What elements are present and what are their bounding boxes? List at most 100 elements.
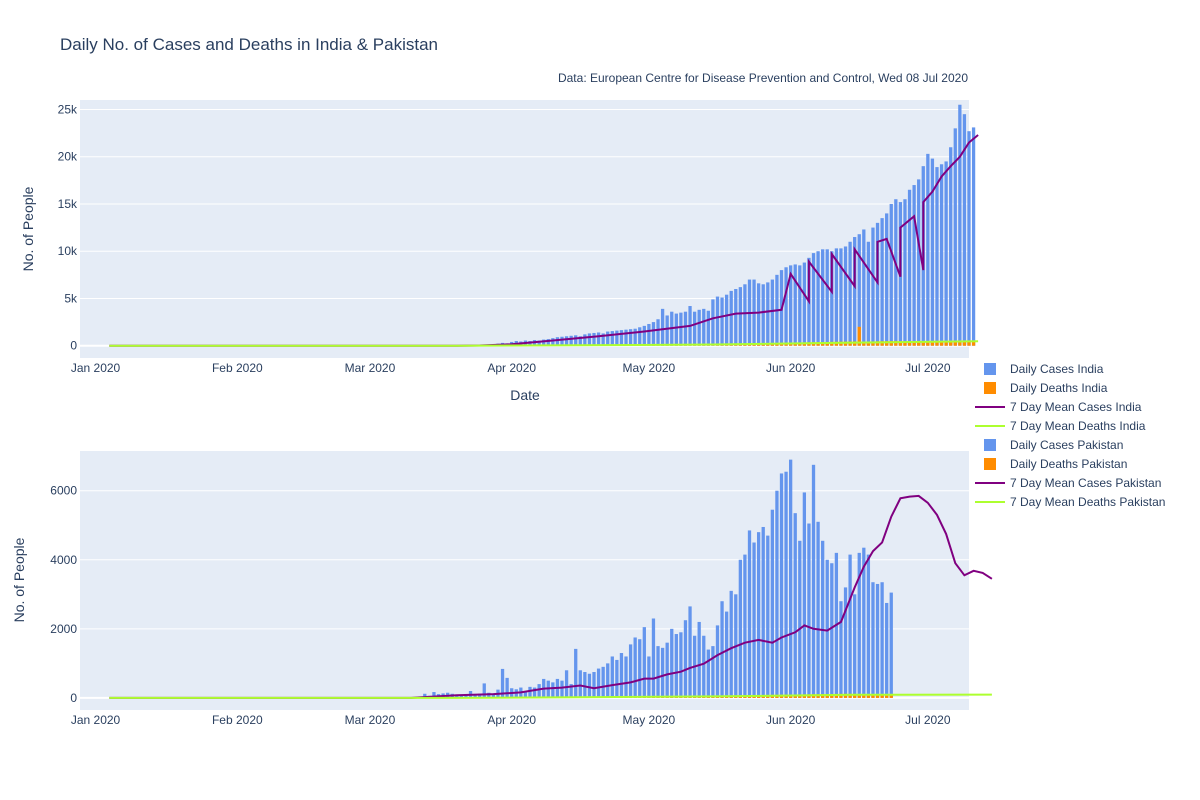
- bar: [578, 336, 582, 346]
- y-tick-label: 2000: [50, 622, 77, 636]
- x-tick-label: Jan 2020: [71, 361, 121, 375]
- bar: [537, 684, 541, 698]
- bar: [473, 694, 477, 698]
- bar: [834, 248, 839, 346]
- bar: [583, 334, 587, 346]
- chart-title: Daily No. of Cases and Deaths in India &…: [60, 35, 438, 54]
- bar: [656, 319, 660, 346]
- bar: [761, 526, 765, 698]
- bar: [770, 279, 774, 346]
- series-line: [109, 494, 993, 699]
- bar: [583, 672, 587, 698]
- lines-pakistan: [109, 494, 993, 699]
- bar: [843, 587, 848, 698]
- legend-item[interactable]: 7 Day Mean Cases India: [975, 400, 1142, 414]
- legend-item[interactable]: Daily Deaths India: [984, 381, 1108, 395]
- bar: [587, 333, 592, 346]
- lines-india: [109, 134, 979, 347]
- chart-subtitle: Data: European Centre for Disease Preven…: [558, 71, 968, 85]
- legend-label: 7 Day Mean Deaths India: [1010, 419, 1146, 433]
- bar: [912, 185, 916, 346]
- bar: [610, 331, 614, 346]
- x-tick-label: Mar 2020: [345, 361, 396, 375]
- bar: [839, 248, 843, 346]
- bar: [505, 677, 509, 698]
- legend-item[interactable]: Daily Cases India: [984, 362, 1104, 376]
- bar: [926, 153, 930, 346]
- bar: [537, 340, 541, 346]
- bar: [802, 262, 807, 346]
- bar: [633, 637, 637, 698]
- bar: [967, 340, 971, 346]
- bar: [546, 339, 550, 346]
- bar: [784, 267, 788, 346]
- bar: [971, 340, 976, 346]
- series-line: [109, 134, 979, 347]
- bar: [423, 693, 427, 698]
- legend-item[interactable]: 7 Day Mean Cases Pakistan: [975, 476, 1161, 490]
- bar: [569, 684, 573, 698]
- bar: [711, 646, 715, 698]
- bar: [560, 680, 564, 698]
- bar: [624, 329, 628, 346]
- bar: [702, 308, 706, 346]
- bar: [724, 611, 729, 698]
- bar: [528, 686, 532, 698]
- bar: [770, 509, 774, 698]
- legend-swatch: [984, 382, 996, 394]
- bar: [953, 128, 957, 346]
- bar: [683, 311, 688, 346]
- bar: [903, 341, 907, 346]
- bar: [724, 294, 729, 346]
- bar: [766, 282, 770, 346]
- legend-item[interactable]: Daily Cases Pakistan: [984, 438, 1123, 452]
- x-axis-label-india: Date: [510, 387, 540, 403]
- bar: [606, 663, 610, 698]
- bar: [551, 338, 555, 346]
- bar: [459, 694, 464, 698]
- bar: [871, 582, 875, 698]
- x-tick-label: May 2020: [623, 713, 676, 727]
- bar: [523, 691, 528, 698]
- bar: [638, 639, 642, 698]
- bar: [761, 284, 765, 346]
- bar: [756, 283, 761, 346]
- x-tick-label: Jul 2020: [905, 361, 951, 375]
- bar: [715, 625, 720, 698]
- bar: [738, 559, 742, 698]
- legend-item[interactable]: 7 Day Mean Deaths India: [975, 419, 1146, 433]
- bar: [560, 336, 564, 346]
- bar: [807, 523, 811, 698]
- y-tick-label: 0: [70, 339, 77, 353]
- bar: [798, 540, 802, 698]
- x-tick-label: Feb 2020: [212, 713, 263, 727]
- bar: [729, 290, 733, 346]
- bar: [889, 592, 893, 698]
- bar: [697, 621, 701, 698]
- legend-label: Daily Deaths India: [1010, 381, 1108, 395]
- x-tick-label: Apr 2020: [487, 361, 536, 375]
- bar: [866, 554, 871, 698]
- legend-item[interactable]: Daily Deaths Pakistan: [984, 457, 1127, 471]
- legend-swatch: [984, 439, 996, 451]
- bar: [574, 648, 578, 698]
- legend-item[interactable]: 7 Day Mean Deaths Pakistan: [975, 495, 1165, 509]
- bar: [880, 341, 884, 346]
- x-tick-label: May 2020: [623, 361, 676, 375]
- bar: [592, 332, 596, 346]
- bar: [857, 693, 861, 698]
- bar: [962, 114, 967, 346]
- bar: [862, 694, 866, 698]
- bar: [656, 646, 660, 698]
- bar: [715, 296, 720, 346]
- bar: [660, 647, 665, 698]
- xticks-pakistan: Jan 2020 Feb 2020 Mar 2020 Apr 2020 May 2020…: [71, 713, 951, 727]
- bar: [756, 532, 761, 698]
- bar: [889, 694, 893, 698]
- bar: [692, 311, 697, 346]
- y-tick-label: 6000: [50, 484, 77, 498]
- legend-swatch: [984, 363, 996, 375]
- bar: [912, 341, 916, 346]
- x-tick-label: Jul 2020: [905, 713, 951, 727]
- bar: [875, 341, 880, 346]
